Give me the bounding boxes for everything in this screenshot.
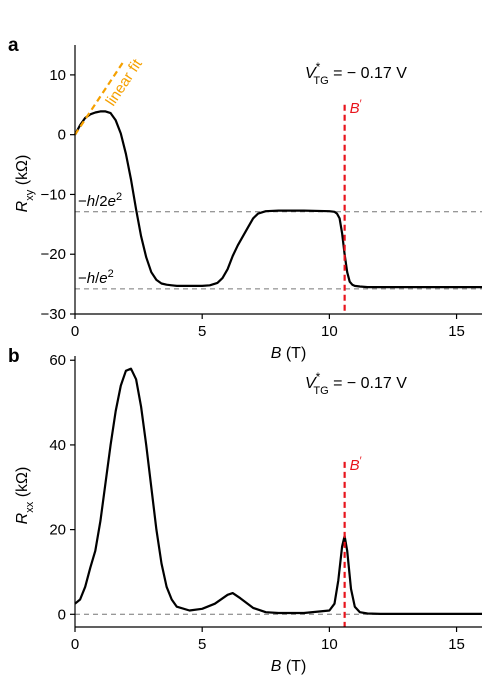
x-tick-label: 10	[321, 636, 338, 653]
x-tick-label: 0	[71, 636, 79, 653]
gate-symbol: V	[305, 65, 317, 82]
gate-sup: *	[316, 370, 321, 384]
y-tick-label: 40	[49, 437, 66, 454]
panel-letter: a	[8, 35, 19, 56]
gate-value: = − 0.17 V	[329, 65, 408, 82]
data-line	[74, 367, 482, 615]
gate-voltage-label: V* TG = − 0.17 V	[305, 60, 407, 87]
label-h: h	[87, 270, 95, 287]
label-mid: /2	[95, 193, 108, 210]
y-label-symbol: R	[14, 512, 31, 524]
x-label-unit: (T)	[281, 345, 306, 362]
b-prime-label: B′	[350, 98, 362, 117]
gate-sub: TG	[313, 75, 328, 87]
y-tick-label: 60	[49, 352, 66, 369]
fit-line	[74, 59, 126, 136]
b-prime-symbol: B	[350, 457, 360, 474]
x-label-symbol: B	[271, 658, 282, 675]
x-label-symbol: B	[271, 345, 282, 362]
gate-sup: *	[316, 60, 321, 74]
y-tick-label: −10	[41, 186, 66, 203]
gate-symbol: V	[305, 375, 317, 392]
label-minus: −	[78, 270, 87, 287]
x-axis-label: B (T)	[271, 345, 307, 362]
gate-sub: TG	[313, 385, 328, 397]
y-label-unit: (kΩ)	[14, 155, 31, 190]
label-mid: /	[95, 270, 100, 287]
gate-value: = − 0.17 V	[329, 375, 408, 392]
label-power: 2	[116, 191, 122, 203]
y-axis-label: Rxx (kΩ)	[14, 467, 36, 525]
x-label-unit: (T)	[281, 658, 306, 675]
label-h: h	[87, 193, 95, 210]
x-tick-label: 10	[321, 323, 338, 340]
b-prime-sup: ′	[360, 98, 362, 110]
y-tick-label: 0	[58, 606, 66, 623]
y-label-symbol: R	[14, 200, 31, 212]
y-tick-label: −20	[41, 246, 66, 263]
panel-letter: b	[8, 346, 20, 367]
x-tick-label: 0	[71, 323, 79, 340]
y-label-sub: xx	[24, 501, 36, 513]
label-power: 2	[108, 268, 114, 280]
gate-voltage-label: V* TG = − 0.17 V	[305, 370, 407, 397]
y-tick-label: 20	[49, 522, 66, 539]
x-tick-label: 5	[198, 323, 206, 340]
x-axis-label: B (T)	[271, 658, 307, 675]
label-minus: −	[78, 193, 87, 210]
b-prime-sup: ′	[360, 455, 362, 467]
y-label-sub: xy	[24, 189, 36, 201]
y-axis-label: Rxy (kΩ)	[14, 155, 36, 213]
y-tick-label: 10	[49, 67, 66, 84]
label-e: e	[99, 270, 107, 287]
b-prime-symbol: B	[350, 100, 360, 117]
x-tick-label: 5	[198, 636, 206, 653]
y-tick-label: 0	[58, 127, 66, 144]
y-tick-label: −30	[41, 306, 66, 323]
data-line	[74, 110, 482, 289]
reference-label: −h/2e2	[78, 191, 122, 210]
reference-label: −h/e2	[78, 268, 114, 287]
x-tick-label: 15	[448, 636, 465, 653]
x-tick-label: 15	[448, 323, 465, 340]
b-prime-label: B′	[350, 455, 362, 474]
label-e: e	[108, 193, 116, 210]
y-label-unit: (kΩ)	[14, 467, 31, 502]
